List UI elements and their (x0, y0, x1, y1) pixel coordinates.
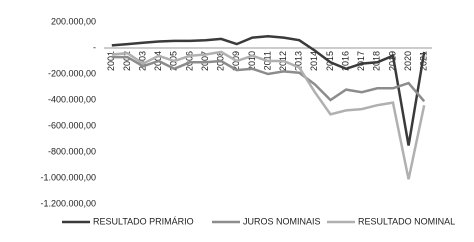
legend-label: JUROS NOMINAIS (243, 216, 321, 226)
x-tick-label: 2007 (200, 51, 210, 71)
x-tick-label: 2019 (387, 51, 397, 71)
x-tick-label: 2020 (403, 51, 413, 71)
y-tick-label: -400.000,00 (48, 94, 96, 104)
legend-label: RESULTADO PRIMÁRIO (93, 216, 194, 226)
y-tick-label: -800.000,00 (48, 146, 96, 156)
x-tick-label: 2001 (106, 51, 116, 71)
x-tick-label: 2016 (340, 51, 350, 71)
y-tick-label: -600.000,00 (48, 120, 96, 130)
y-tick-label: -1.200.000,00 (40, 198, 96, 208)
legend-label: RESULTADO NOMINAL (358, 216, 455, 226)
series-line (111, 55, 426, 103)
series-line (111, 35, 426, 146)
y-tick-label: 200.000,00 (51, 16, 96, 26)
x-tick-label: 2003 (137, 51, 147, 71)
series-line (111, 50, 426, 180)
y-tick-label: -200.000,00 (48, 68, 96, 78)
x-tick-label: 2002 (122, 51, 132, 71)
y-tick-label: -1.000.000,00 (40, 172, 96, 182)
x-tick-label: 2010 (247, 51, 257, 71)
x-tick-label: 2018 (372, 51, 382, 71)
x-tick-label: 2014 (309, 51, 319, 71)
y-tick-label: - (93, 42, 96, 52)
x-tick-label: 2017 (356, 51, 366, 71)
x-tick-label: 2006 (184, 51, 194, 71)
x-tick-label: 2013 (294, 51, 304, 71)
